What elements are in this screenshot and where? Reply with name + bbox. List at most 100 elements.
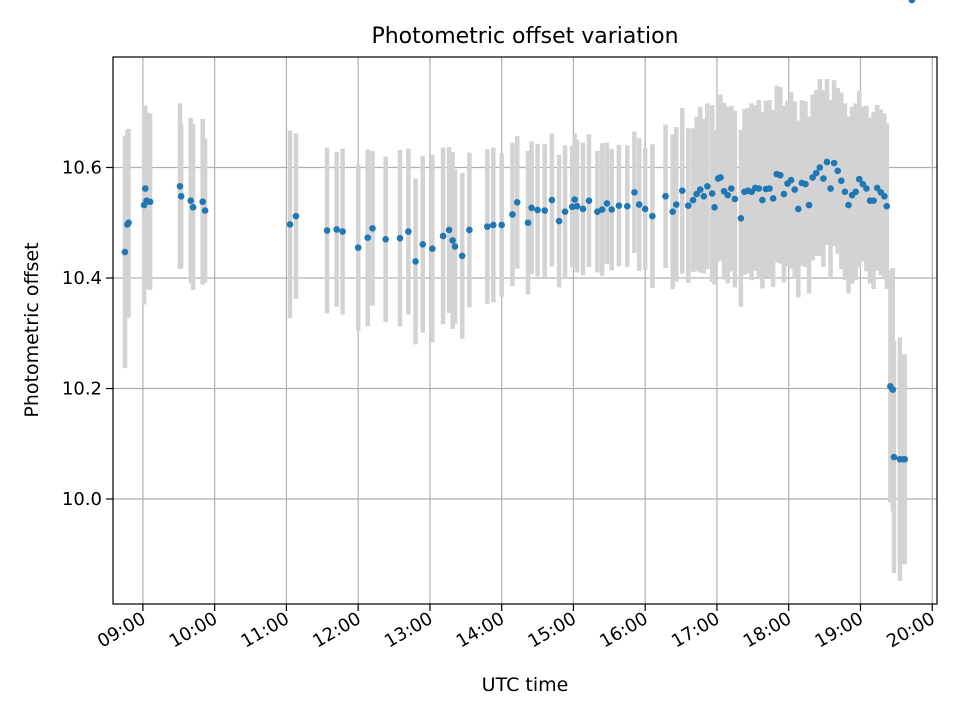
data-point [396, 234, 404, 242]
data-point [802, 180, 809, 188]
data-point [812, 169, 820, 177]
data-point [780, 190, 788, 198]
data-point [623, 202, 631, 210]
y-tick-label: 10.2 [62, 379, 102, 400]
data-point [859, 180, 867, 188]
data-point [766, 185, 773, 192]
data-point [405, 228, 412, 235]
data-point [759, 196, 766, 204]
data-point [187, 197, 195, 204]
data-point [585, 197, 593, 204]
data-point [863, 185, 870, 192]
data-point [534, 206, 541, 214]
data-point [429, 245, 436, 253]
data-point [908, 0, 916, 4]
data-point [678, 187, 686, 195]
data-point [498, 221, 505, 229]
data-point [513, 199, 521, 206]
data-point [484, 223, 491, 230]
data-point [873, 184, 881, 192]
data-point [509, 211, 516, 218]
data-point [787, 176, 795, 184]
data-point [323, 227, 331, 234]
y-tick-label: 10.6 [62, 158, 102, 179]
data-point [852, 188, 859, 196]
chart-title: Photometric offset variation [371, 24, 678, 49]
data-point [176, 182, 184, 190]
data-point [649, 212, 656, 220]
data-point [717, 174, 724, 181]
data-point [354, 244, 362, 251]
data-point [791, 186, 798, 193]
data-point [571, 196, 578, 203]
data-point [769, 195, 777, 202]
data-point [823, 158, 831, 166]
data-point [901, 455, 909, 463]
data-point [490, 221, 497, 229]
data-point [700, 192, 708, 200]
data-point [419, 241, 427, 248]
y-tick-label: 10.4 [62, 268, 102, 289]
data-point [449, 237, 456, 244]
data-points [121, 0, 916, 463]
data-point [827, 185, 834, 192]
data-point [693, 190, 700, 198]
data-point [820, 175, 827, 182]
data-point [845, 201, 852, 209]
data-point [125, 219, 132, 227]
data-point [286, 221, 294, 228]
data-point [189, 203, 197, 211]
x-axis-label: UTC time [482, 674, 569, 696]
data-point [704, 182, 711, 190]
data-point [548, 196, 556, 204]
data-point [598, 206, 606, 213]
data-point [777, 171, 784, 179]
data-point [883, 202, 891, 210]
data-point [201, 207, 209, 214]
data-point [724, 191, 732, 199]
data-point [830, 159, 838, 167]
data-point [541, 207, 549, 214]
data-point [809, 174, 816, 181]
data-point [672, 201, 680, 208]
data-point [573, 202, 581, 210]
data-point [292, 212, 300, 220]
data-point [458, 252, 466, 260]
data-point [412, 258, 419, 265]
data-point [755, 185, 763, 192]
data-point [669, 208, 676, 216]
data-point [794, 205, 802, 213]
data-point [445, 226, 453, 234]
data-point [737, 215, 745, 222]
data-point [641, 205, 649, 213]
y-axis-label: Photometric offset [21, 242, 43, 417]
data-point [141, 185, 149, 192]
data-point [816, 164, 824, 171]
data-point [838, 177, 845, 185]
data-point [615, 202, 623, 209]
data-point [631, 189, 638, 196]
data-point [364, 234, 372, 241]
data-point [369, 224, 376, 232]
data-point [579, 205, 587, 213]
data-point [708, 190, 716, 197]
data-point [177, 192, 185, 200]
data-point [689, 196, 697, 204]
data-point [524, 219, 532, 227]
data-point [731, 195, 739, 203]
data-point [805, 201, 813, 209]
plot-frame [112, 56, 938, 605]
data-point [662, 192, 669, 200]
data-point [382, 236, 389, 243]
data-point [635, 201, 643, 208]
data-point [333, 226, 340, 233]
data-point [855, 175, 863, 183]
data-point [528, 204, 535, 212]
data-point [727, 185, 735, 192]
data-point [608, 206, 616, 213]
data-point [603, 200, 611, 207]
data-point [439, 232, 447, 240]
data-point [339, 228, 346, 235]
